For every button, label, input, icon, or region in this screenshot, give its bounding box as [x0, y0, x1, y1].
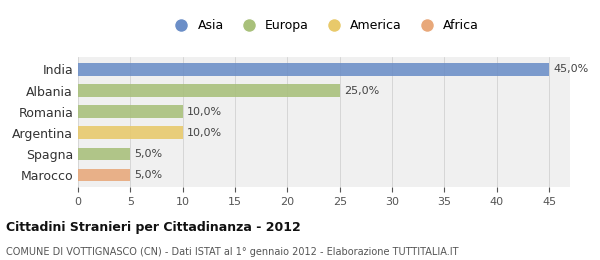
Text: 5,0%: 5,0% [134, 170, 163, 180]
Legend: Asia, Europa, America, Africa: Asia, Europa, America, Africa [164, 14, 484, 37]
Bar [78, 63, 549, 76]
Text: COMUNE DI VOTTIGNASCO (CN) - Dati ISTAT al 1° gennaio 2012 - Elaborazione TUTTIT: COMUNE DI VOTTIGNASCO (CN) - Dati ISTAT … [6, 247, 458, 257]
Text: Cittadini Stranieri per Cittadinanza - 2012: Cittadini Stranieri per Cittadinanza - 2… [6, 222, 301, 235]
Text: 25,0%: 25,0% [344, 86, 379, 95]
Bar [78, 147, 130, 160]
Bar [78, 84, 340, 97]
Bar [78, 169, 130, 181]
Bar [78, 126, 182, 139]
Bar [78, 105, 182, 118]
Text: 45,0%: 45,0% [553, 64, 589, 74]
Text: 10,0%: 10,0% [187, 107, 222, 117]
Text: 10,0%: 10,0% [187, 128, 222, 138]
Text: 5,0%: 5,0% [134, 149, 163, 159]
